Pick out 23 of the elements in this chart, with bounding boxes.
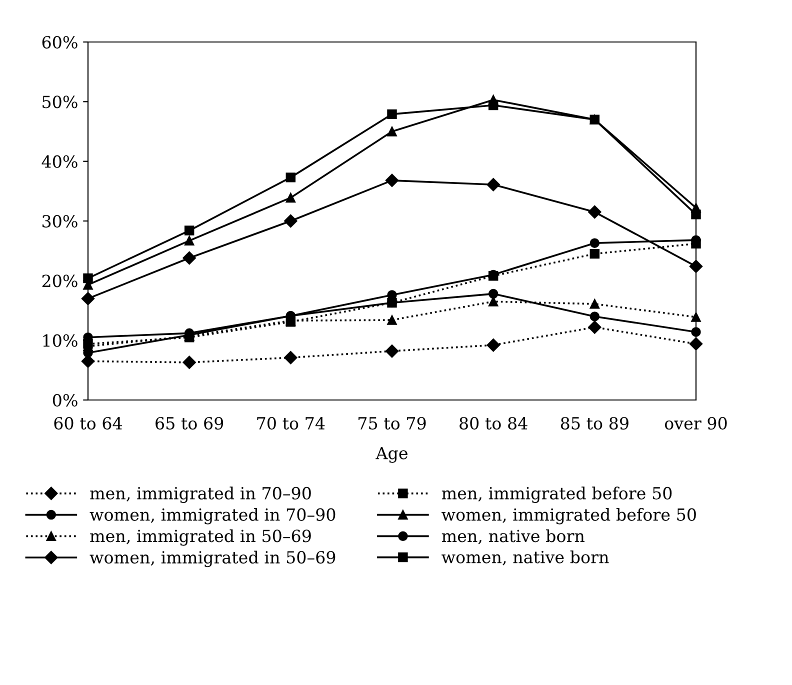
legend-label: women, immigrated in 70–90 [90, 508, 336, 524]
y-tick-label: 40% [42, 155, 78, 168]
y-tick-label: 50% [42, 96, 78, 108]
y-tick-label: 20% [42, 274, 78, 288]
legend-label: women, immigrated before 50 [442, 508, 696, 524]
x-axis-title: Age [376, 446, 408, 463]
x-tick-label: 65 to 69 [156, 416, 224, 430]
legend-label: men, immigrated in 50–69 [90, 529, 311, 546]
legend-label: women, immigrated in 50–69 [90, 550, 336, 568]
y-tick-label: 0% [52, 394, 78, 407]
x-tick-label: 70 to 74 [257, 416, 325, 430]
legend-label: men, immigrated before 50 [442, 486, 672, 503]
legend-label: men, native born [442, 529, 584, 544]
legend-label: men, immigrated in 70–90 [90, 486, 311, 503]
x-tick-label: 75 to 79 [358, 416, 426, 430]
x-tick-label: 85 to 89 [560, 416, 628, 430]
y-tick-label: 30% [42, 214, 78, 228]
x-tick-label: 80 to 84 [460, 416, 528, 430]
y-tick-label: 10% [43, 334, 78, 347]
legend-label: women, native born [442, 550, 609, 566]
x-tick-label: over 90 [664, 416, 727, 430]
y-tick-label: 60% [42, 36, 78, 49]
x-tick-label: 60 to 64 [54, 416, 122, 430]
